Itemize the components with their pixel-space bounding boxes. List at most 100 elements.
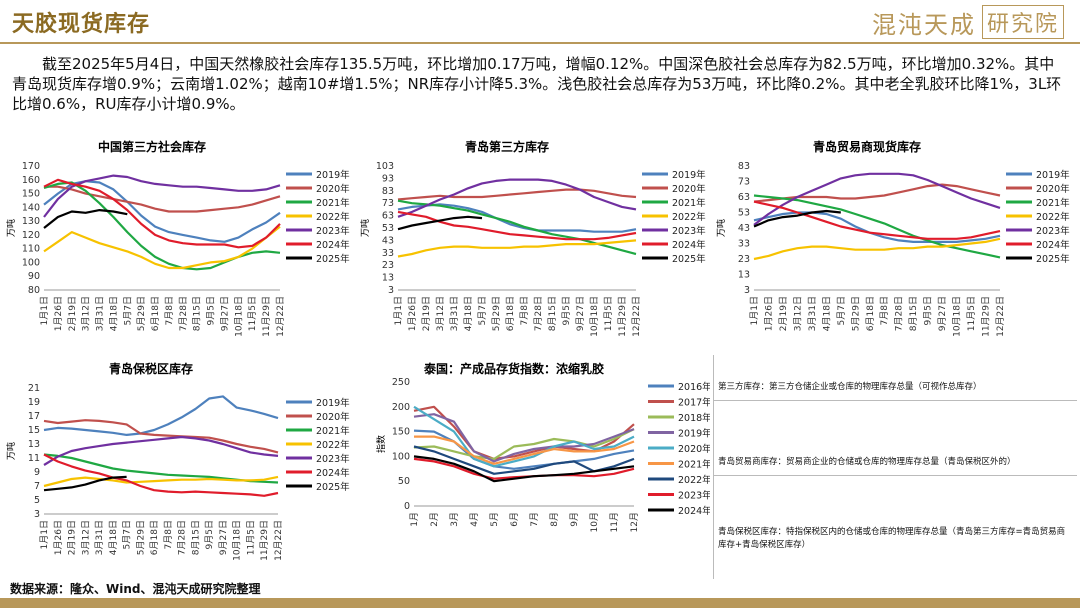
y-tick-label: 3 <box>34 509 40 520</box>
legend-label: 2020年 <box>1036 183 1070 195</box>
legend-label: 2020年 <box>678 443 710 455</box>
x-tick-label: 12月22日 <box>631 296 642 337</box>
x-tick-label: 5月29日 <box>135 520 146 555</box>
series-line <box>753 209 841 228</box>
series-line <box>413 455 635 483</box>
y-tick-label: 90 <box>28 271 40 282</box>
y-tick-label: 110 <box>22 244 40 255</box>
x-tick-label: 6月 <box>509 512 520 527</box>
x-tick-label: 7月8日 <box>519 296 530 325</box>
x-tick-label: 5月29日 <box>136 296 147 331</box>
y-tick-label: 50 <box>398 476 410 487</box>
x-tick-label: 1月26日 <box>53 296 64 331</box>
series-line <box>43 181 281 271</box>
x-tick-label: 10月18日 <box>232 520 243 561</box>
legend-label: 2023年 <box>678 490 710 502</box>
legend-label: 2017年 <box>678 397 710 409</box>
series-line <box>397 215 483 231</box>
definition-qingdao-trader: 青岛贸易商库存：贸易商企业的仓储或仓库的物理库存总量（青岛保税区外的） <box>714 450 1077 476</box>
series-line <box>414 435 635 465</box>
y-tick-label: 250 <box>392 377 410 388</box>
legend-label: 2025年 <box>672 253 706 265</box>
x-tick-label: 9月27日 <box>219 296 230 331</box>
x-tick-label: 3月12日 <box>81 296 92 331</box>
y-tick-label: 83 <box>738 161 750 172</box>
series-line <box>753 237 1001 261</box>
y-tick-label: 120 <box>22 230 40 241</box>
series-line <box>413 405 635 461</box>
legend-label: 2021年 <box>1036 197 1070 209</box>
y-tick-label: 5 <box>34 495 40 506</box>
y-tick-label: 43 <box>738 223 750 234</box>
y-tick-label: 150 <box>22 189 40 200</box>
legend-label: 2022年 <box>316 211 350 223</box>
y-tick-label: 23 <box>382 260 394 271</box>
x-tick-label: 9月5日 <box>206 296 217 325</box>
y-tick-label: 3 <box>744 285 750 296</box>
series-line <box>753 194 1001 259</box>
chart-title: 青岛第三方库存 <box>465 139 549 154</box>
legend-label: 2024年 <box>678 505 710 517</box>
y-tick-label: 73 <box>738 177 750 188</box>
x-tick-label: 11月5日 <box>247 296 258 331</box>
y-tick-label: 3 <box>388 285 394 296</box>
x-tick-label: 10月18日 <box>589 296 600 337</box>
logo-text: 混沌天成 <box>871 10 976 39</box>
x-tick-label: 5月7日 <box>122 520 133 549</box>
series-line <box>44 185 281 213</box>
series-line <box>43 453 279 497</box>
x-tick-label: 3月31日 <box>94 520 105 555</box>
y-tick-label: 13 <box>28 439 40 450</box>
series-line <box>43 435 279 466</box>
brand-logo: 混沌天成 研究院 <box>871 5 1064 39</box>
y-tick-label: 53 <box>382 223 394 234</box>
legend-label: 2020年 <box>316 183 350 195</box>
series-line <box>753 200 1001 240</box>
legend-label: 2023年 <box>316 453 350 465</box>
legend-label: 2023年 <box>672 225 706 237</box>
footer-bar <box>0 598 1080 608</box>
data-source-note: 数据来源：隆众、Wind、混沌天成研究院整理 <box>10 582 261 596</box>
y-tick-label: 11 <box>28 453 40 464</box>
x-tick-label: 3月12日 <box>80 520 91 555</box>
x-tick-label: 4月18日 <box>463 296 474 331</box>
page-title: 天胶现货库存 <box>12 11 151 37</box>
chart-title: 青岛保税区库存 <box>109 361 193 376</box>
legend-label: 2022年 <box>672 211 706 223</box>
x-tick-label: 3月31日 <box>95 296 106 331</box>
x-tick-label: 1月1日 <box>39 520 50 549</box>
series-line <box>413 405 635 468</box>
y-tick-label: 53 <box>738 208 750 219</box>
y-tick-label: 150 <box>392 427 410 438</box>
x-tick-label: 7月8日 <box>879 296 890 325</box>
x-tick-label: 5月29日 <box>491 296 502 331</box>
x-tick-label: 8月15日 <box>547 296 558 331</box>
y-tick-label: 200 <box>392 402 410 413</box>
x-tick-label: 9月5日 <box>923 296 934 325</box>
x-tick-label: 12月22日 <box>273 520 284 561</box>
legend-label: 2025年 <box>316 253 350 265</box>
summary-paragraph: 截至2025年5月4日，中国天然橡胶社会库存135.5万吨，环比增加0.17万吨… <box>12 55 1062 113</box>
y-tick-label: 13 <box>738 270 750 281</box>
y-tick-label: 73 <box>382 198 394 209</box>
y-tick-label: 100 <box>22 257 40 268</box>
series-line <box>413 428 635 461</box>
x-tick-label: 7月28日 <box>177 520 188 555</box>
x-tick-label: 5月7日 <box>836 296 847 325</box>
y-axis-label: 万吨 <box>5 442 17 460</box>
series-line <box>43 208 128 229</box>
x-tick-label: 6月18日 <box>505 296 516 331</box>
x-tick-label: 9月5日 <box>561 296 572 325</box>
x-tick-label: 11月5日 <box>966 296 977 331</box>
x-tick-label: 2月19日 <box>778 296 789 331</box>
x-tick-label: 5月29日 <box>850 296 861 331</box>
legend-label: 2018年 <box>678 412 710 424</box>
x-tick-label: 1月1日 <box>393 296 404 325</box>
legend-label: 2021年 <box>678 459 710 471</box>
y-tick-label: 33 <box>382 248 394 259</box>
y-axis-label: 指数 <box>375 435 387 453</box>
legend-label: 2022年 <box>1036 211 1070 223</box>
y-axis-label: 万吨 <box>359 219 371 237</box>
